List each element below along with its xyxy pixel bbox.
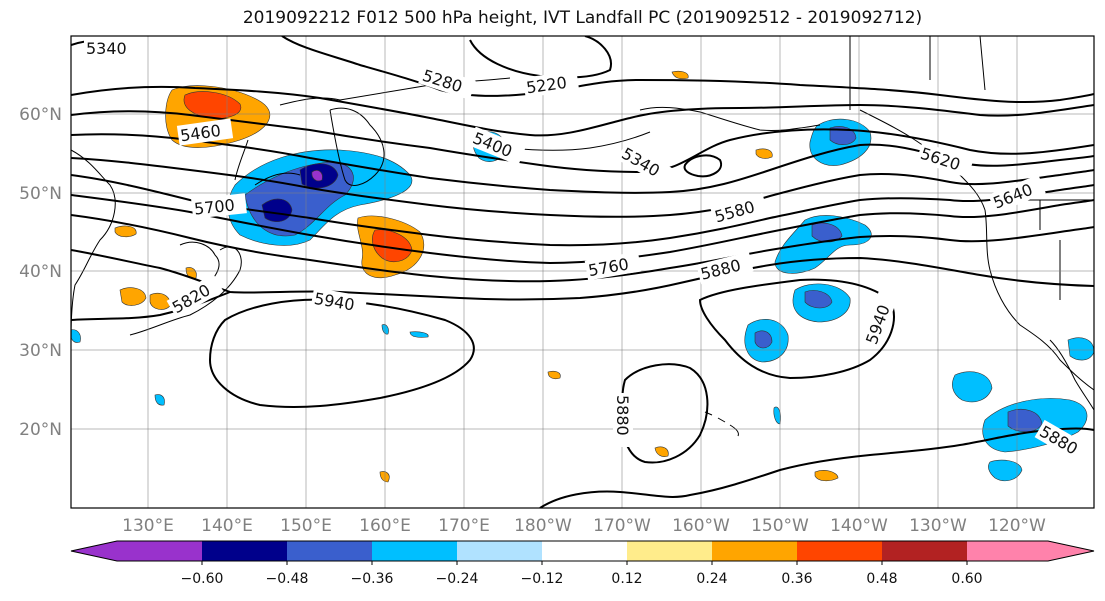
lat-label: 40°N	[19, 262, 62, 282]
colorbar: −0.60 −0.48 −0.36 −0.24 −0.12 0.12 0.24 …	[70, 540, 1095, 587]
ivt-negative-region	[774, 215, 872, 274]
contour-label: 5700	[193, 195, 235, 218]
height-contour	[281, 36, 1094, 104]
ivt-positive-region	[654, 446, 669, 457]
lon-label: 150°E	[280, 516, 332, 536]
colorbar-tick-label: −0.48	[266, 571, 309, 587]
colorbar-segment	[117, 541, 202, 561]
ivt-negative-region	[154, 394, 165, 406]
lat-label: 50°N	[19, 184, 62, 204]
height-contour	[71, 194, 1094, 265]
ivt-negative-core	[804, 290, 833, 309]
colorbar-segment	[627, 541, 712, 561]
latitude-labels: 60°N 50°N 40°N 30°N 20°N	[19, 105, 62, 440]
ivt-positive-region	[755, 148, 773, 159]
colorbar-segment	[712, 541, 797, 561]
height-contour	[71, 214, 1094, 283]
lon-label: 160°W	[672, 516, 730, 536]
colorbar-segment	[882, 541, 967, 561]
lat-label: 20°N	[19, 420, 62, 440]
ivt-negative-core	[811, 222, 843, 243]
contour-label: 5880	[613, 395, 632, 436]
us-west-coastline	[984, 209, 1094, 391]
colorbar-tick-label: 0.12	[611, 571, 642, 587]
kamchatka-coastline	[329, 107, 385, 186]
map-title: 2019092212 F012 500 hPa height, IVT Land…	[242, 8, 923, 28]
western-canada-borders	[929, 36, 1061, 300]
lon-label: 130°E	[122, 516, 174, 536]
height-contour	[71, 157, 1094, 218]
height-contour	[539, 427, 1094, 508]
colorbar-outline	[70, 540, 1095, 562]
height-contour	[698, 278, 895, 380]
lon-label: 120°W	[988, 516, 1046, 536]
ivt-positive-region	[185, 267, 197, 279]
colorbar-tick-label: 0.24	[696, 571, 727, 587]
ivt-negative-peak	[311, 170, 323, 182]
contour-label: 5340	[86, 39, 127, 58]
height-contour	[71, 249, 1094, 301]
lon-label: 150°W	[751, 516, 809, 536]
height-contour	[71, 291, 231, 321]
lon-label: 160°E	[359, 516, 411, 536]
ivt-positive-region	[814, 470, 839, 482]
height-contour	[683, 154, 723, 178]
colorbar-extend-high	[1048, 541, 1094, 561]
lon-label: 130°W	[909, 516, 967, 536]
lon-label: 170°W	[593, 516, 651, 536]
ivt-positive-region	[671, 70, 689, 80]
ivt-positive-region	[547, 370, 561, 380]
colorbar-tick-label: 0.60	[951, 571, 982, 587]
lat-label: 30°N	[19, 341, 62, 361]
colorbar-segment	[967, 541, 1048, 561]
lat-label: 60°N	[19, 105, 62, 125]
ivt-positive-region	[119, 287, 147, 306]
lon-label: 140°W	[830, 516, 888, 536]
lon-label: 140°E	[201, 516, 253, 536]
ivt-positive-core	[372, 229, 413, 263]
lon-label: 180°W	[514, 516, 572, 536]
colorbar-segment	[797, 541, 882, 561]
colorbar-segment	[457, 541, 542, 561]
colorbar-extend-low	[71, 541, 117, 561]
colorbar-tick-label: −0.36	[351, 571, 394, 587]
colorbar-segment	[372, 541, 457, 561]
colorbar-segment	[202, 541, 287, 561]
ivt-negative-region	[952, 371, 993, 403]
colorbar-tick-label: −0.24	[436, 571, 479, 587]
colorbar-tick-label: 0.36	[781, 571, 812, 587]
ivt-negative-core	[754, 330, 773, 349]
colorbar-segment	[542, 541, 627, 561]
ivt-negative-core	[261, 198, 293, 223]
height-contour	[71, 110, 1094, 174]
colorbar-tick-label: −0.60	[181, 571, 224, 587]
ivt-negative-core	[829, 126, 857, 145]
height-contour	[71, 174, 1094, 247]
ivt-positive-region	[114, 225, 137, 238]
map-border	[70, 35, 1095, 509]
asia-coastline	[71, 149, 116, 341]
aleutian-chain	[509, 131, 651, 151]
height-contour	[71, 85, 1094, 137]
longitude-labels: 130°E 140°E 150°E 160°E 170°E 180°W 170°…	[122, 516, 1046, 536]
colorbar-tick-label: −0.12	[521, 571, 564, 587]
graticule	[71, 36, 1094, 508]
lon-label: 170°E	[438, 516, 490, 536]
colorbar-tick-label: 0.48	[866, 571, 897, 587]
colorbar-segment	[287, 541, 372, 561]
ivt-negative-region	[409, 331, 429, 338]
ivt-negative-region	[988, 459, 1023, 482]
height-contour	[469, 36, 612, 79]
